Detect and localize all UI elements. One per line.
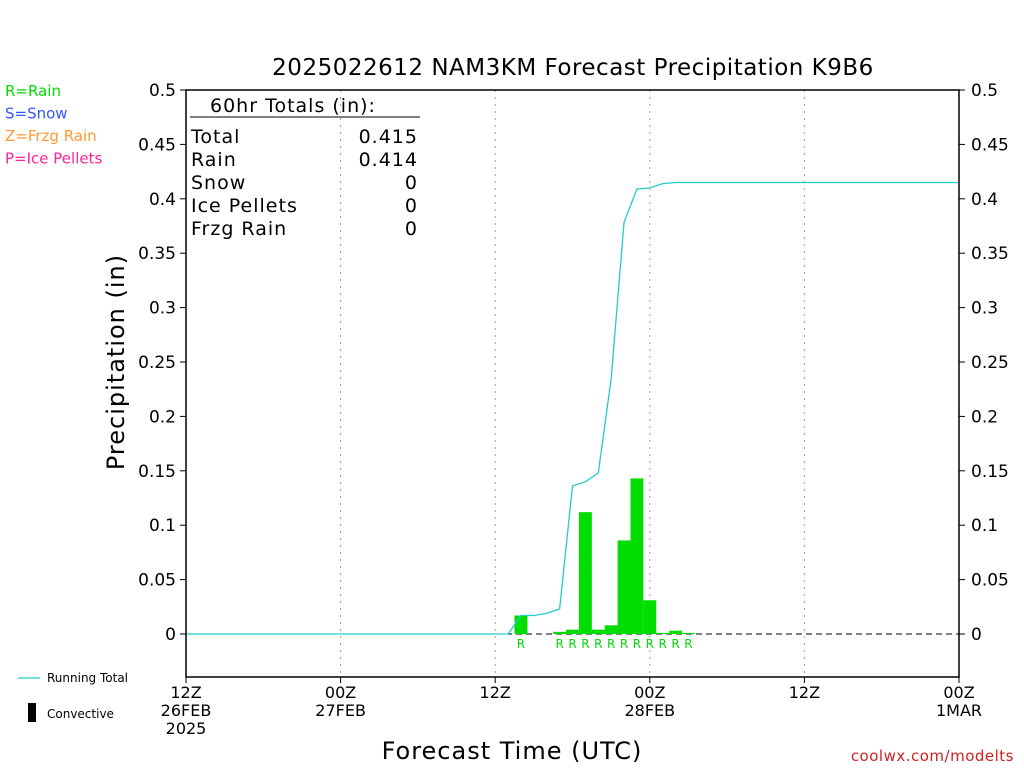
precip-bar [643,600,657,634]
x-tick-label: 12Z [480,683,511,702]
y-tick-label-right: 0.3 [971,299,998,319]
precip-bar [591,629,605,634]
totals-value: 0.415 [359,126,418,148]
precip-type-label: R [581,637,589,651]
y-tick-label: 0.4 [149,190,176,210]
precip-type-label: R [659,637,667,651]
y-tick-label: 0.05 [138,571,176,591]
y-axis-left: 0 0.05 0.1 0.15 0.2 0.25 0.3 0.35 0.4 0.45 0.5 [138,81,186,645]
y-tick-label: 0.2 [149,407,176,427]
precip-bar [514,615,528,634]
y-tick-label-right: 0.45 [971,135,1009,155]
totals-rows: Total 0.415 Rain 0.414 Snow 0 Ice Pellets 0 Frzg… [190,126,418,240]
totals-label: Total [190,126,240,148]
y-tick-label-right: 0.25 [971,353,1009,373]
x-tick-label: 26FEB [161,701,212,720]
x-axis-label: Forecast Time (UTC) [382,737,643,765]
y-tick-label: 0.25 [138,353,176,373]
precip-type-legend-item: P=Ice Pellets [5,150,102,168]
y-tick-label-right: 0.1 [971,516,998,536]
y-tick-label-right: 0.4 [971,190,998,210]
x-tick-label: 00Z [325,683,356,702]
line-legend: Running Total Convective [18,671,128,722]
precip-type-label: R [568,637,576,651]
y-tick-label: 0.15 [138,462,176,482]
precip-bar [604,625,618,634]
x-tick-label: 27FEB [315,701,366,720]
precip-type-label: R [594,637,602,651]
chart-title: 2025022612 NAM3KM Forecast Precipitation… [272,55,874,81]
x-tick-label: 00Z [943,683,974,702]
precip-bar [669,630,683,634]
precip-type-legend-item: R=Rain [5,82,61,100]
precip-bar [553,631,567,634]
y-tick-label-right: 0.05 [971,571,1009,591]
running-total-line [186,181,959,635]
y-tick-label-right: 0 [971,625,982,645]
y-tick-label-right: 0.35 [971,244,1009,264]
precip-bar [617,540,631,634]
precip-type-label: R [633,637,641,651]
precip-type-legend: R=Rain S=Snow Z=Frzg Rain P=Ice Pellets [5,82,102,168]
totals-label: Frzg Rain [191,218,287,240]
totals-label: Snow [191,172,246,194]
totals-value: 0 [405,195,418,217]
y-axis-label: Precipitation (in) [102,254,130,470]
credit-text: coolwx.com/modelts [851,747,1014,765]
precip-bar [656,632,670,634]
x-tick-label: 2025 [166,719,207,738]
totals-heading: 60hr Totals (in): [210,95,376,117]
precip-type-label: R [517,637,525,651]
totals-panel: 60hr Totals (in): Total 0.415 Rain 0.414 Sno… [190,95,420,240]
totals-label: Rain [191,149,237,171]
totals-value: 0 [405,172,418,194]
y-tick-label: 0.35 [138,244,176,264]
running-total-legend-label: Running Total [47,671,128,685]
y-tick-label-right: 0.15 [971,462,1009,482]
totals-label: Ice Pellets [191,195,298,217]
y-tick-label: 0.3 [149,299,176,319]
y-axis-right: 0 0.05 0.1 0.15 0.2 0.25 0.3 0.35 0.4 0.45 0.5 [959,81,1009,645]
y-tick-label: 0 [165,625,176,645]
x-tick-label: 1MAR [936,701,982,720]
y-tick-label-right: 0.2 [971,407,998,427]
totals-value: 0.414 [359,149,418,171]
precip-type-label: R [684,637,692,651]
precip-type-label: R [555,637,563,651]
x-tick-label: 12Z [170,683,201,702]
convective-legend-label: Convective [47,707,114,721]
x-tick-label: 12Z [789,683,820,702]
convective-swatch [28,703,36,722]
plot-frame [185,89,960,678]
precip-type-label: R [671,637,679,651]
totals-value: 0 [405,218,418,240]
precip-bar [682,632,695,634]
precip-bar [630,478,644,634]
y-tick-label: 0.5 [149,81,176,101]
precip-type-legend-item: S=Snow [5,105,68,123]
y-tick-label-right: 0.5 [971,81,998,101]
y-tick-label: 0.45 [138,135,176,155]
y-tick-label: 0.1 [149,516,176,536]
precip-type-label: R [646,637,654,651]
precip-bar [566,629,579,634]
x-tick-label: 28FEB [624,701,675,720]
x-tick-label: 00Z [634,683,665,702]
precip-type-label: R [620,637,628,651]
precip-bar [578,512,592,634]
precip-type-legend-item: Z=Frzg Rain [5,127,97,145]
precip-bars [514,478,695,634]
precip-type-label: R [607,637,615,651]
